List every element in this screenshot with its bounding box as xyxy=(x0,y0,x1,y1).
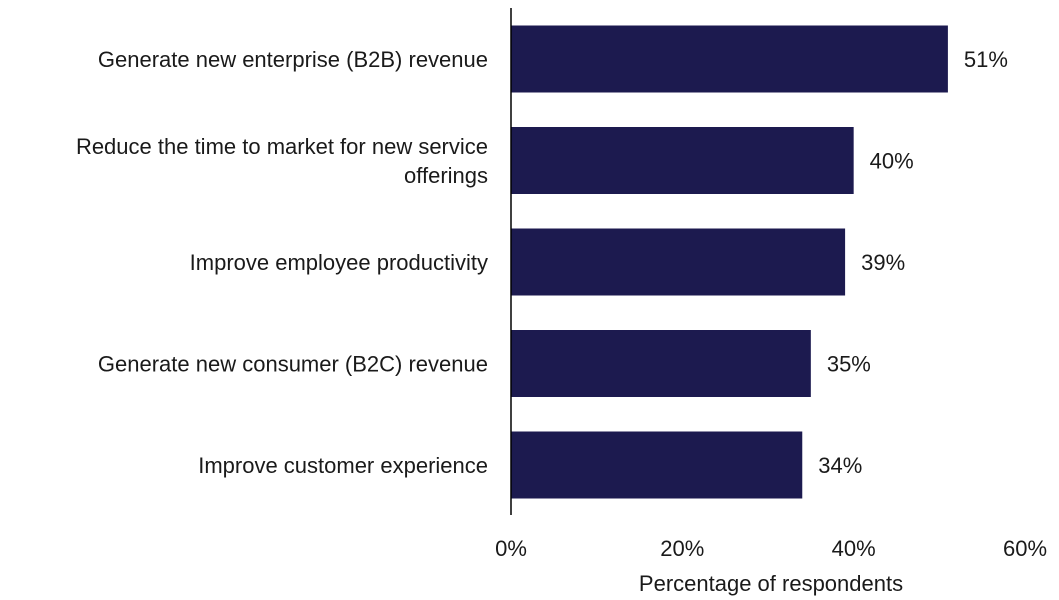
bar-value-label: 35% xyxy=(827,352,871,377)
bar xyxy=(511,228,846,296)
category-label: offerings xyxy=(404,163,488,188)
category-label: Reduce the time to market for new servic… xyxy=(76,134,488,159)
x-tick-label: 0% xyxy=(495,536,527,561)
bar xyxy=(511,330,811,397)
category-label: Generate new consumer (B2C) revenue xyxy=(98,352,488,377)
bar-value-label: 34% xyxy=(818,453,862,478)
category-label: Improve customer experience xyxy=(198,453,488,478)
value-labels-layer: 51% 40% 39% 35% 34% xyxy=(818,47,1008,478)
category-label: Generate new enterprise (B2B) revenue xyxy=(98,47,488,72)
category-label: Improve employee productivity xyxy=(190,250,488,275)
x-tick-label: 20% xyxy=(660,536,704,561)
bar xyxy=(511,431,803,499)
bars-layer xyxy=(511,25,948,499)
x-tick-labels: 0% 20% 40% 60% xyxy=(495,536,1047,561)
x-tick-label: 60% xyxy=(1003,536,1047,561)
bar-value-label: 51% xyxy=(964,47,1008,72)
category-labels-layer: Generate new enterprise (B2B) revenue Red… xyxy=(76,47,488,478)
bar-value-label: 40% xyxy=(870,149,914,174)
bar xyxy=(511,25,948,93)
x-axis-title: Percentage of respondents xyxy=(639,571,903,596)
x-tick-label: 40% xyxy=(832,536,876,561)
bar xyxy=(511,127,854,194)
bar-value-label: 39% xyxy=(861,250,905,275)
